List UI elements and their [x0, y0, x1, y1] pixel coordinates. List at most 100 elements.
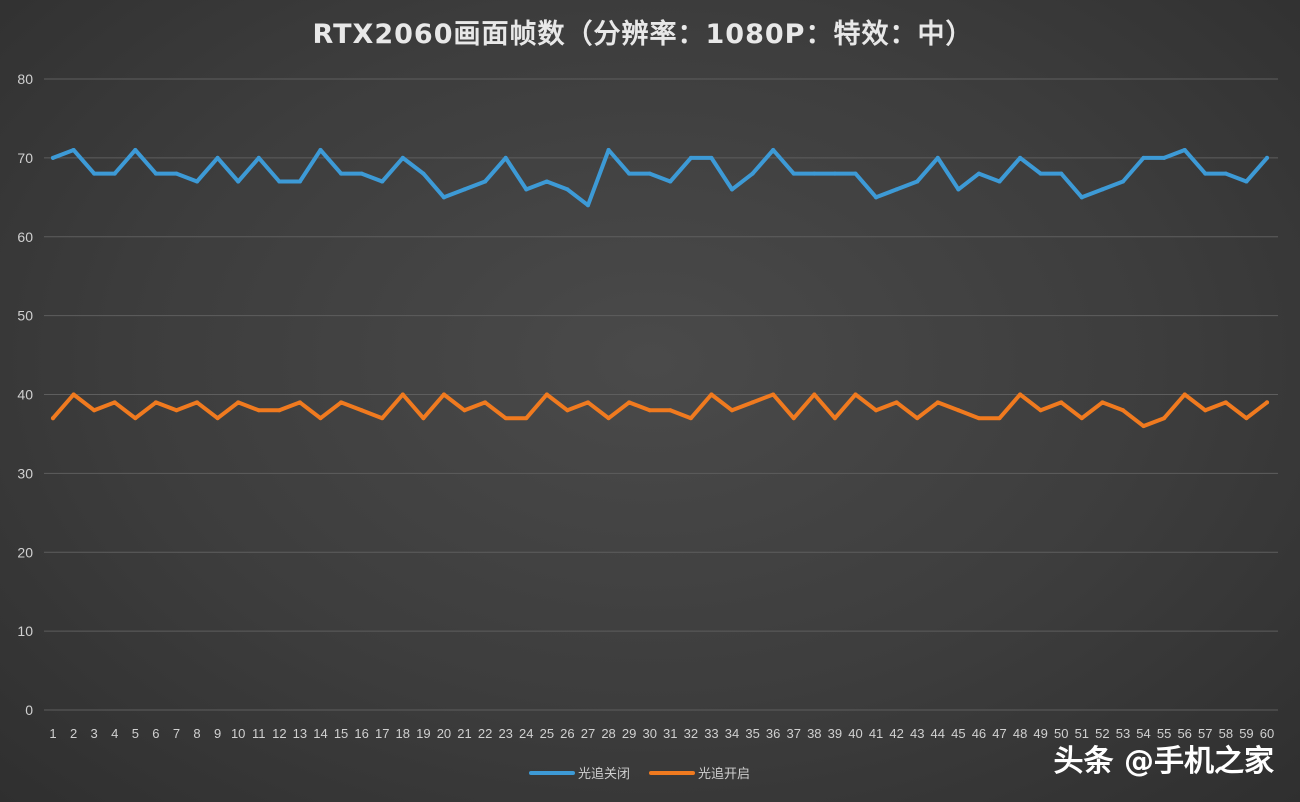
data-point	[791, 416, 796, 421]
x-tick-label: 1	[49, 726, 56, 741]
data-point	[894, 187, 899, 192]
x-tick-label: 54	[1136, 726, 1150, 741]
data-point	[688, 416, 693, 421]
x-tick-label: 6	[152, 726, 159, 741]
data-point	[483, 179, 488, 184]
data-point	[976, 416, 981, 421]
data-point	[1244, 416, 1249, 421]
data-point	[277, 179, 282, 184]
data-point	[195, 400, 200, 405]
x-tick-label: 32	[684, 726, 698, 741]
legend-label-1: 光追关闭	[578, 766, 630, 782]
y-tick-label: 30	[17, 465, 33, 481]
data-point	[812, 171, 817, 176]
data-point	[750, 171, 755, 176]
data-point	[174, 171, 179, 176]
y-tick-label: 80	[17, 71, 33, 87]
data-point	[1038, 171, 1043, 176]
data-point	[1244, 179, 1249, 184]
x-tick-label: 47	[992, 726, 1006, 741]
data-point	[92, 408, 97, 413]
x-tick-label: 49	[1033, 726, 1047, 741]
data-point	[1120, 179, 1125, 184]
data-point	[51, 155, 55, 160]
data-point	[709, 155, 714, 160]
x-tick-label: 44	[931, 726, 945, 741]
x-tick-label: 22	[478, 726, 492, 741]
x-tick-label: 36	[766, 726, 780, 741]
data-point	[524, 187, 529, 192]
x-tick-label: 31	[663, 726, 677, 741]
data-point	[915, 416, 920, 421]
data-point	[359, 408, 364, 413]
data-point	[585, 400, 590, 405]
data-point	[421, 171, 426, 176]
x-tick-label: 5	[132, 726, 139, 741]
data-point	[812, 392, 817, 397]
data-point	[627, 171, 632, 176]
data-point	[71, 147, 76, 152]
data-point	[318, 416, 323, 421]
data-point	[1059, 171, 1064, 176]
legend: 光追关闭 光追开启	[529, 766, 750, 782]
x-tick-label: 28	[601, 726, 615, 741]
x-tick-label: 3	[91, 726, 98, 741]
x-tick-label: 29	[622, 726, 636, 741]
data-point	[174, 408, 179, 413]
data-point	[153, 171, 158, 176]
data-point	[668, 408, 673, 413]
data-point	[503, 416, 508, 421]
x-tick-label: 50	[1054, 726, 1068, 741]
data-point	[791, 171, 796, 176]
x-tick-label: 26	[560, 726, 574, 741]
x-tick-label: 18	[396, 726, 410, 741]
data-point	[71, 392, 76, 397]
x-tick-label: 38	[807, 726, 821, 741]
data-point	[1100, 187, 1105, 192]
data-point	[976, 171, 981, 176]
data-point	[1100, 400, 1105, 405]
x-tick-label: 12	[272, 726, 286, 741]
data-point	[1079, 416, 1084, 421]
data-point	[400, 392, 405, 397]
x-tick-label: 15	[334, 726, 348, 741]
x-tick-label: 56	[1177, 726, 1191, 741]
data-point	[462, 408, 467, 413]
data-point	[544, 179, 549, 184]
x-tick-label: 19	[416, 726, 430, 741]
x-tick-label: 57	[1198, 726, 1212, 741]
data-point	[627, 400, 632, 405]
series-line-1	[51, 148, 1269, 208]
x-tick-label: 45	[951, 726, 965, 741]
data-point	[730, 408, 735, 413]
data-point	[1018, 392, 1023, 397]
data-point	[544, 392, 549, 397]
chart-title: RTX2060画面帧数（分辨率：1080P：特效：中）	[313, 18, 974, 50]
x-tick-label: 2	[70, 726, 77, 741]
y-tick-label: 50	[17, 308, 33, 324]
series-lines	[51, 147, 1269, 429]
x-tick-label: 21	[457, 726, 471, 741]
x-tick-label: 40	[848, 726, 862, 741]
x-tick-label: 34	[725, 726, 739, 741]
data-point	[1265, 155, 1269, 160]
data-point	[935, 400, 940, 405]
x-tick-label: 59	[1239, 726, 1253, 741]
x-tick-label: 14	[313, 726, 327, 741]
data-point	[380, 416, 385, 421]
x-tick-label: 25	[540, 726, 554, 741]
data-point	[421, 416, 426, 421]
y-tick-label: 20	[17, 544, 33, 560]
data-point	[1182, 147, 1187, 152]
data-point	[1265, 400, 1269, 405]
data-point	[339, 400, 344, 405]
x-tick-label: 55	[1157, 726, 1171, 741]
data-point	[524, 416, 529, 421]
data-point	[1203, 171, 1208, 176]
x-tick-label: 33	[704, 726, 718, 741]
data-point	[441, 195, 446, 200]
data-point	[112, 400, 117, 405]
data-point	[1162, 155, 1167, 160]
x-tick-label: 10	[231, 726, 245, 741]
data-point	[1223, 400, 1228, 405]
